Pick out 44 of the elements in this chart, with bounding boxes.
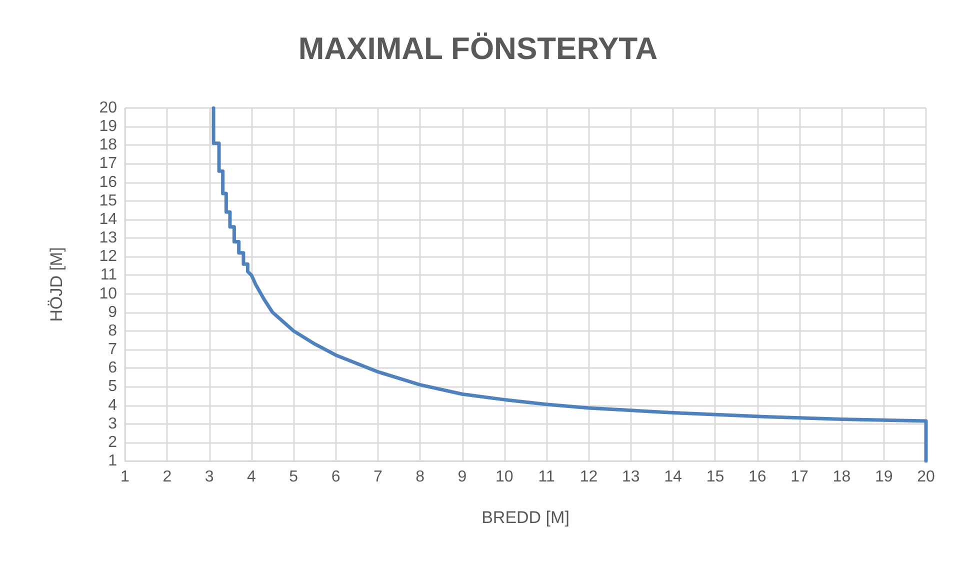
x-tick-label: 1 xyxy=(120,468,130,486)
x-tick-label: 6 xyxy=(331,468,340,486)
x-tick-label: 18 xyxy=(832,468,851,486)
y-axis-title: HÖJD [M] xyxy=(47,247,66,322)
x-tick-label: 10 xyxy=(496,468,514,486)
y-tick-label: 13 xyxy=(99,230,118,247)
y-tick-label: 6 xyxy=(108,360,118,377)
y-tick-label: 12 xyxy=(99,248,118,266)
y-tick-label: 10 xyxy=(99,285,118,302)
x-tick-label: 11 xyxy=(538,468,555,486)
y-tick-label: 15 xyxy=(99,192,118,210)
x-tick-label: 3 xyxy=(204,468,214,486)
x-tick-label: 4 xyxy=(247,468,256,486)
y-tick-label: 3 xyxy=(108,415,118,432)
x-tick-label: 2 xyxy=(162,468,172,486)
y-tick-label: 8 xyxy=(108,322,118,340)
x-tick-label: 9 xyxy=(458,468,467,486)
y-tick-label: 20 xyxy=(99,100,118,116)
y-tick-label: 11 xyxy=(100,266,118,284)
x-tick-label: 14 xyxy=(664,468,682,486)
x-tick-label: 8 xyxy=(416,468,425,486)
y-tick-label: 19 xyxy=(99,118,118,136)
x-tick-label: 16 xyxy=(748,468,766,486)
y-tick-label: 17 xyxy=(99,155,118,172)
y-tick-label: 9 xyxy=(108,304,118,321)
x-tick-label: 13 xyxy=(622,468,640,486)
x-tick-label: 5 xyxy=(289,468,298,486)
y-tick-label: 14 xyxy=(99,210,118,228)
chart-title: MAXIMAL FÖNSTERYTA xyxy=(298,31,658,66)
y-tick-label: 4 xyxy=(108,396,118,414)
y-tick-label: 7 xyxy=(108,341,118,358)
x-tick-label: 17 xyxy=(790,468,809,486)
y-tick-label: 2 xyxy=(108,434,118,451)
y-tick-label: 18 xyxy=(99,136,118,154)
x-axis-title: BREDD [M] xyxy=(482,508,570,527)
y-tick-label: 16 xyxy=(99,174,118,191)
x-tick-label: 15 xyxy=(706,468,724,486)
x-tick-label: 12 xyxy=(580,468,598,486)
y-tick-label: 1 xyxy=(108,452,118,470)
x-tick-label: 19 xyxy=(874,468,893,486)
x-tick-label: 20 xyxy=(917,468,935,486)
line-series xyxy=(212,106,928,463)
x-tick-label: 7 xyxy=(373,468,382,486)
y-tick-label: 5 xyxy=(108,378,118,396)
